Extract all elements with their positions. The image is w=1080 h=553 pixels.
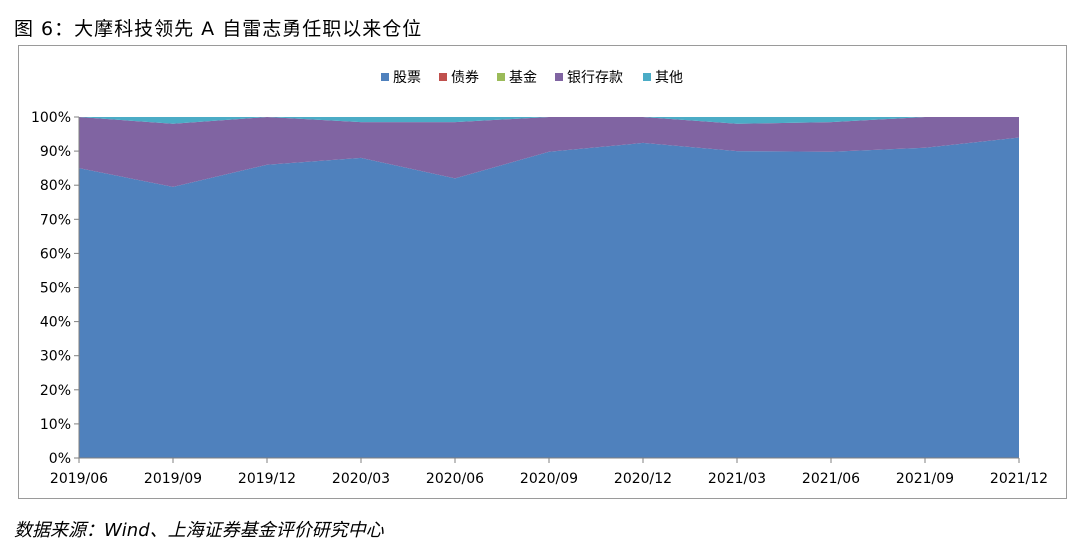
y-tick-label: 20%	[40, 383, 71, 399]
x-tick-label: 2021/12	[990, 471, 1048, 487]
area-5	[79, 117, 1019, 124]
y-tick-label: 30%	[40, 349, 71, 365]
x-tick-label: 2019/06	[50, 471, 108, 487]
y-tick-label: 60%	[40, 246, 71, 262]
x-tick-label: 2020/06	[426, 471, 484, 487]
y-tick-label: 10%	[40, 417, 71, 433]
x-tick-label: 2020/09	[520, 471, 578, 487]
legend-label-3: 基金	[509, 69, 537, 86]
legend-label-4: 银行存款	[567, 70, 623, 86]
x-tick-label: 2020/12	[614, 471, 672, 487]
legend-label-1: 股票	[393, 70, 421, 86]
legend-swatch-1	[381, 73, 389, 81]
legend-swatch-3	[497, 73, 505, 81]
x-tick-label: 2019/09	[144, 471, 202, 487]
chart-legend: 股票 债券 基金 银行存款 其他	[381, 69, 683, 86]
y-tick-label: 0%	[49, 451, 71, 467]
chart-axes: 0% 10% 20% 30% 40% 50% 60% 70% 80% 90% 100% 2019/06…	[31, 110, 1048, 487]
y-tick-label: 50%	[40, 281, 71, 297]
x-tick-label: 2019/12	[238, 471, 296, 487]
legend-label-2: 债券	[451, 70, 479, 86]
x-tick-label: 2021/03	[708, 471, 766, 487]
legend-label-5: 其他	[655, 70, 683, 86]
legend-swatch-5	[643, 73, 651, 81]
chart-frame	[18, 45, 1067, 499]
area-4	[79, 117, 1019, 187]
area-1	[79, 137, 1019, 458]
area-series	[79, 117, 1019, 458]
legend-swatch-4	[555, 73, 563, 81]
x-tick-label: 2020/03	[332, 471, 390, 487]
y-tick-label: 70%	[40, 212, 71, 228]
x-tick-label: 2021/06	[802, 471, 860, 487]
y-tick-label: 100%	[31, 110, 71, 126]
data-source-note: 数据来源：Wind、上海证券基金评价研究中心	[14, 520, 384, 541]
legend-swatch-2	[439, 73, 447, 81]
x-tick-label: 2021/09	[896, 471, 954, 487]
figure-title: 图 6：大摩科技领先 A 自雷志勇任职以来仓位	[14, 18, 423, 40]
y-tick-label: 90%	[40, 144, 71, 160]
y-tick-label: 80%	[40, 178, 71, 194]
y-tick-label: 40%	[40, 315, 71, 331]
